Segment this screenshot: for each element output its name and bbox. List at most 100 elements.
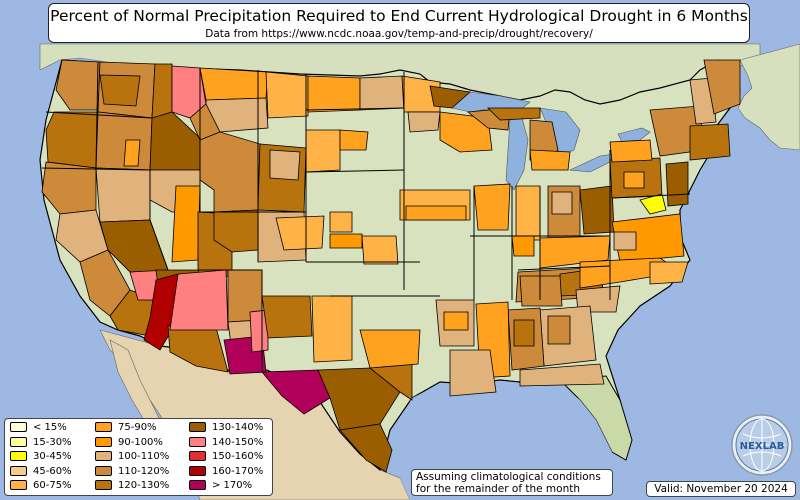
map-title: Percent of Normal Precipitation Required…	[50, 7, 748, 25]
legend-swatch	[95, 480, 112, 490]
assumption-box: Assuming climatological conditions for t…	[411, 469, 613, 496]
region-nv-south	[99, 219, 169, 273]
region-ks	[329, 233, 363, 249]
legend-item: 120-130%	[95, 480, 169, 492]
legend-swatch	[189, 480, 206, 490]
region-mn-sub	[407, 111, 441, 133]
legend-swatch	[189, 422, 206, 432]
region-nm-pink	[169, 269, 229, 331]
region-mt-east	[265, 71, 309, 119]
legend-item: 45-60%	[10, 465, 72, 478]
legend-item: 90-100%	[95, 436, 163, 449]
region-sd-west	[305, 129, 341, 173]
legend-item: > 170%	[189, 480, 252, 492]
region-la	[449, 349, 497, 397]
legend-swatch	[10, 451, 27, 461]
lake-michigan	[505, 117, 529, 191]
region-wv	[579, 185, 615, 235]
legend-swatch	[10, 436, 27, 447]
legend-swatch	[95, 436, 112, 447]
region-ny-west	[609, 139, 653, 163]
region-ma-ct	[689, 123, 731, 161]
region-tx-nw	[311, 295, 353, 363]
legend-label: 30-45%	[33, 451, 72, 462]
legend-label: 90-100%	[118, 436, 163, 448]
legend-swatch	[95, 422, 112, 432]
legend-swatch	[95, 465, 112, 476]
legend-label: 140-150%	[212, 436, 264, 448]
region-sd-mid	[339, 129, 369, 151]
region-wa-west	[55, 59, 101, 111]
region-me	[703, 59, 741, 115]
region-co-se	[275, 215, 325, 251]
canada-maritimes	[737, 43, 800, 151]
legend-swatch	[189, 465, 206, 476]
region-id-north	[151, 63, 173, 119]
legend-item: 60-75%	[10, 480, 72, 492]
region-al-sub	[513, 319, 535, 347]
legend-swatch	[10, 480, 27, 490]
region-tx-magenta	[261, 369, 331, 415]
region-in-sub	[511, 235, 535, 257]
title-box: Percent of Normal Precipitation Required…	[48, 3, 750, 43]
legend-item: 15-30%	[10, 436, 72, 449]
legend-label: 60-75%	[33, 480, 72, 491]
legend-item: 110-120%	[95, 465, 170, 478]
region-ks-east	[361, 235, 399, 265]
region-nj	[665, 161, 689, 207]
region-mi-lower-s	[529, 149, 571, 171]
region-in	[515, 185, 541, 241]
region-ut-orange	[171, 185, 201, 263]
valid-date-box: Valid: November 20 2024	[646, 481, 796, 497]
region-wa-central	[99, 74, 141, 107]
legend-label: 150-160%	[212, 451, 264, 462]
legend-item: 100-110%	[95, 451, 169, 463]
region-or-orange	[123, 139, 141, 167]
legend-label: 45-60%	[33, 465, 72, 477]
region-ne-mid	[329, 211, 353, 233]
legend-item: 30-45%	[10, 451, 72, 463]
legend-label: 100-110%	[118, 451, 170, 462]
legend-swatch	[189, 436, 206, 447]
region-tx-south	[339, 423, 393, 473]
region-mn-ne	[429, 85, 471, 109]
assumption-line-2: for the remainder of the month	[416, 483, 581, 495]
legend-label: 75-90%	[118, 422, 157, 433]
state-borders	[41, 61, 691, 372]
legend-swatch	[10, 422, 27, 432]
legend: < 15% 15-30% 30-45% 45-60% 60-75% 75-90% 90-10…	[4, 418, 273, 496]
legend-label: 120-130%	[118, 480, 170, 491]
legend-item: 130-140%	[189, 422, 263, 434]
assumption-line-1: Assuming climatological conditions	[416, 471, 601, 483]
region-pa-sub	[623, 171, 645, 189]
legend-item: 150-160%	[189, 451, 263, 463]
region-il	[473, 183, 511, 231]
legend-swatch	[10, 465, 27, 476]
region-nd-west	[307, 75, 361, 113]
legend-label: 15-30%	[33, 436, 72, 448]
region-oh-sub	[551, 191, 573, 215]
region-tx-orange	[359, 329, 421, 369]
region-ar-sub	[443, 311, 469, 331]
region-mo	[519, 275, 563, 307]
region-co-west	[213, 209, 259, 253]
logo-text: NEXLAB	[740, 441, 785, 452]
region-or-west	[45, 111, 99, 169]
legend-item: < 15%	[10, 422, 67, 434]
legend-swatch	[189, 451, 206, 461]
lake-ontario	[617, 127, 651, 143]
region-va-sub	[613, 231, 637, 251]
region-wy-sub	[269, 149, 301, 181]
legend-swatch	[95, 451, 112, 461]
region-nc-east	[649, 261, 689, 285]
region-fl-panhandle	[519, 363, 605, 387]
region-sc	[575, 285, 621, 313]
legend-item: 75-90%	[95, 422, 157, 434]
region-nd-east	[359, 75, 405, 111]
legend-label: 130-140%	[212, 422, 264, 433]
legend-item: 140-150%	[189, 436, 264, 449]
legend-label: 110-120%	[118, 465, 170, 477]
legend-label: 160-170%	[212, 465, 264, 477]
region-tx-panhandle	[261, 295, 313, 339]
